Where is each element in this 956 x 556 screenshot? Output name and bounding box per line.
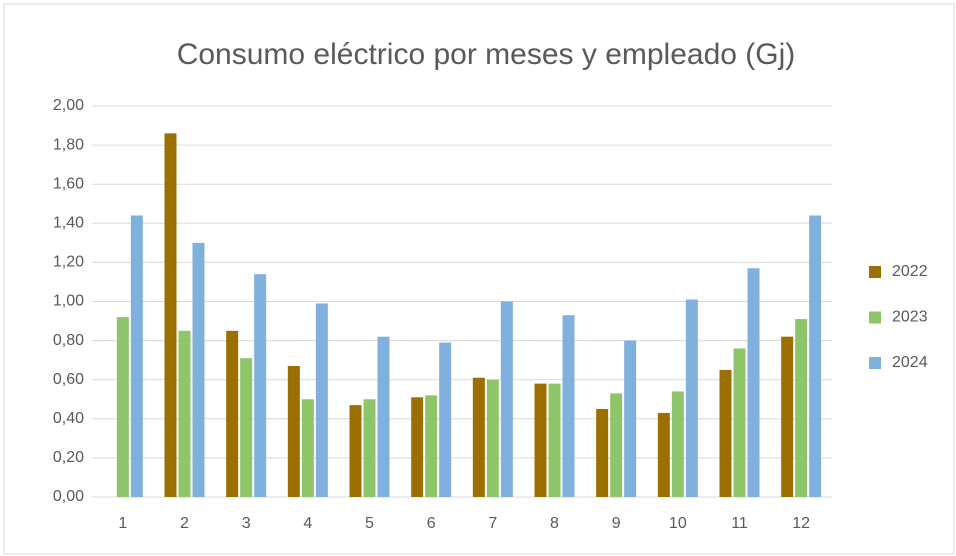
bar <box>226 330 239 497</box>
y-tick-label: 1,40 <box>53 215 84 232</box>
x-tick-label: 1 <box>118 515 127 532</box>
bar <box>747 268 760 497</box>
legend-label: 2023 <box>892 309 928 326</box>
bar <box>610 393 623 497</box>
x-tick-label: 6 <box>427 515 436 532</box>
bar <box>472 377 485 497</box>
x-tick-label: 8 <box>550 515 559 532</box>
x-tick-label: 5 <box>365 515 374 532</box>
bar <box>534 383 547 497</box>
x-tick-label: 4 <box>303 515 312 532</box>
bar <box>719 369 732 497</box>
x-tick-label: 2 <box>180 515 189 532</box>
bar <box>377 336 390 497</box>
bar <box>671 391 684 497</box>
x-tick-label: 12 <box>792 515 810 532</box>
y-tick-label: 0,60 <box>53 371 84 388</box>
y-tick-label: 0,40 <box>53 410 84 427</box>
legend-swatch <box>869 357 881 369</box>
y-tick-label: 1,00 <box>53 293 84 310</box>
bar <box>548 383 561 497</box>
bar <box>254 274 267 497</box>
bar <box>809 215 822 498</box>
bar <box>116 317 129 497</box>
bar <box>315 303 328 497</box>
bar <box>685 299 698 497</box>
bar <box>562 315 575 497</box>
y-tick-label: 2,00 <box>53 97 84 114</box>
legend-swatch <box>869 311 881 324</box>
y-tick-label: 1,60 <box>53 175 84 192</box>
bar <box>657 412 670 497</box>
bar <box>781 336 794 497</box>
bar <box>425 395 438 497</box>
bar <box>795 319 808 497</box>
bar <box>240 358 253 497</box>
bar <box>363 399 376 497</box>
x-tick-label: 7 <box>488 515 497 532</box>
chart-title: Consumo eléctrico por meses y empleado (… <box>177 38 796 71</box>
bar <box>500 301 513 497</box>
bar <box>164 133 177 497</box>
bar <box>349 405 362 497</box>
y-tick-label: 0,20 <box>53 449 84 466</box>
bar <box>624 340 637 497</box>
legend-label: 2022 <box>892 263 928 280</box>
x-tick-label: 11 <box>731 515 748 532</box>
y-tick-label: 0,80 <box>53 332 84 349</box>
x-tick-label: 10 <box>669 515 687 532</box>
bar <box>411 397 424 497</box>
bar <box>192 242 205 497</box>
bar <box>287 366 300 497</box>
bar <box>733 348 746 497</box>
y-tick-label: 1,80 <box>53 136 84 153</box>
bar <box>439 342 452 497</box>
bar <box>130 215 143 498</box>
bar <box>596 409 609 497</box>
bar <box>178 330 191 497</box>
bar <box>486 379 499 497</box>
y-tick-label: 0,00 <box>53 488 84 505</box>
x-tick-label: 9 <box>612 515 621 532</box>
x-tick-label: 3 <box>242 515 251 532</box>
legend-label: 2024 <box>892 354 928 371</box>
bar <box>301 399 314 497</box>
legend-swatch <box>869 266 881 278</box>
y-tick-label: 1,20 <box>53 254 84 271</box>
